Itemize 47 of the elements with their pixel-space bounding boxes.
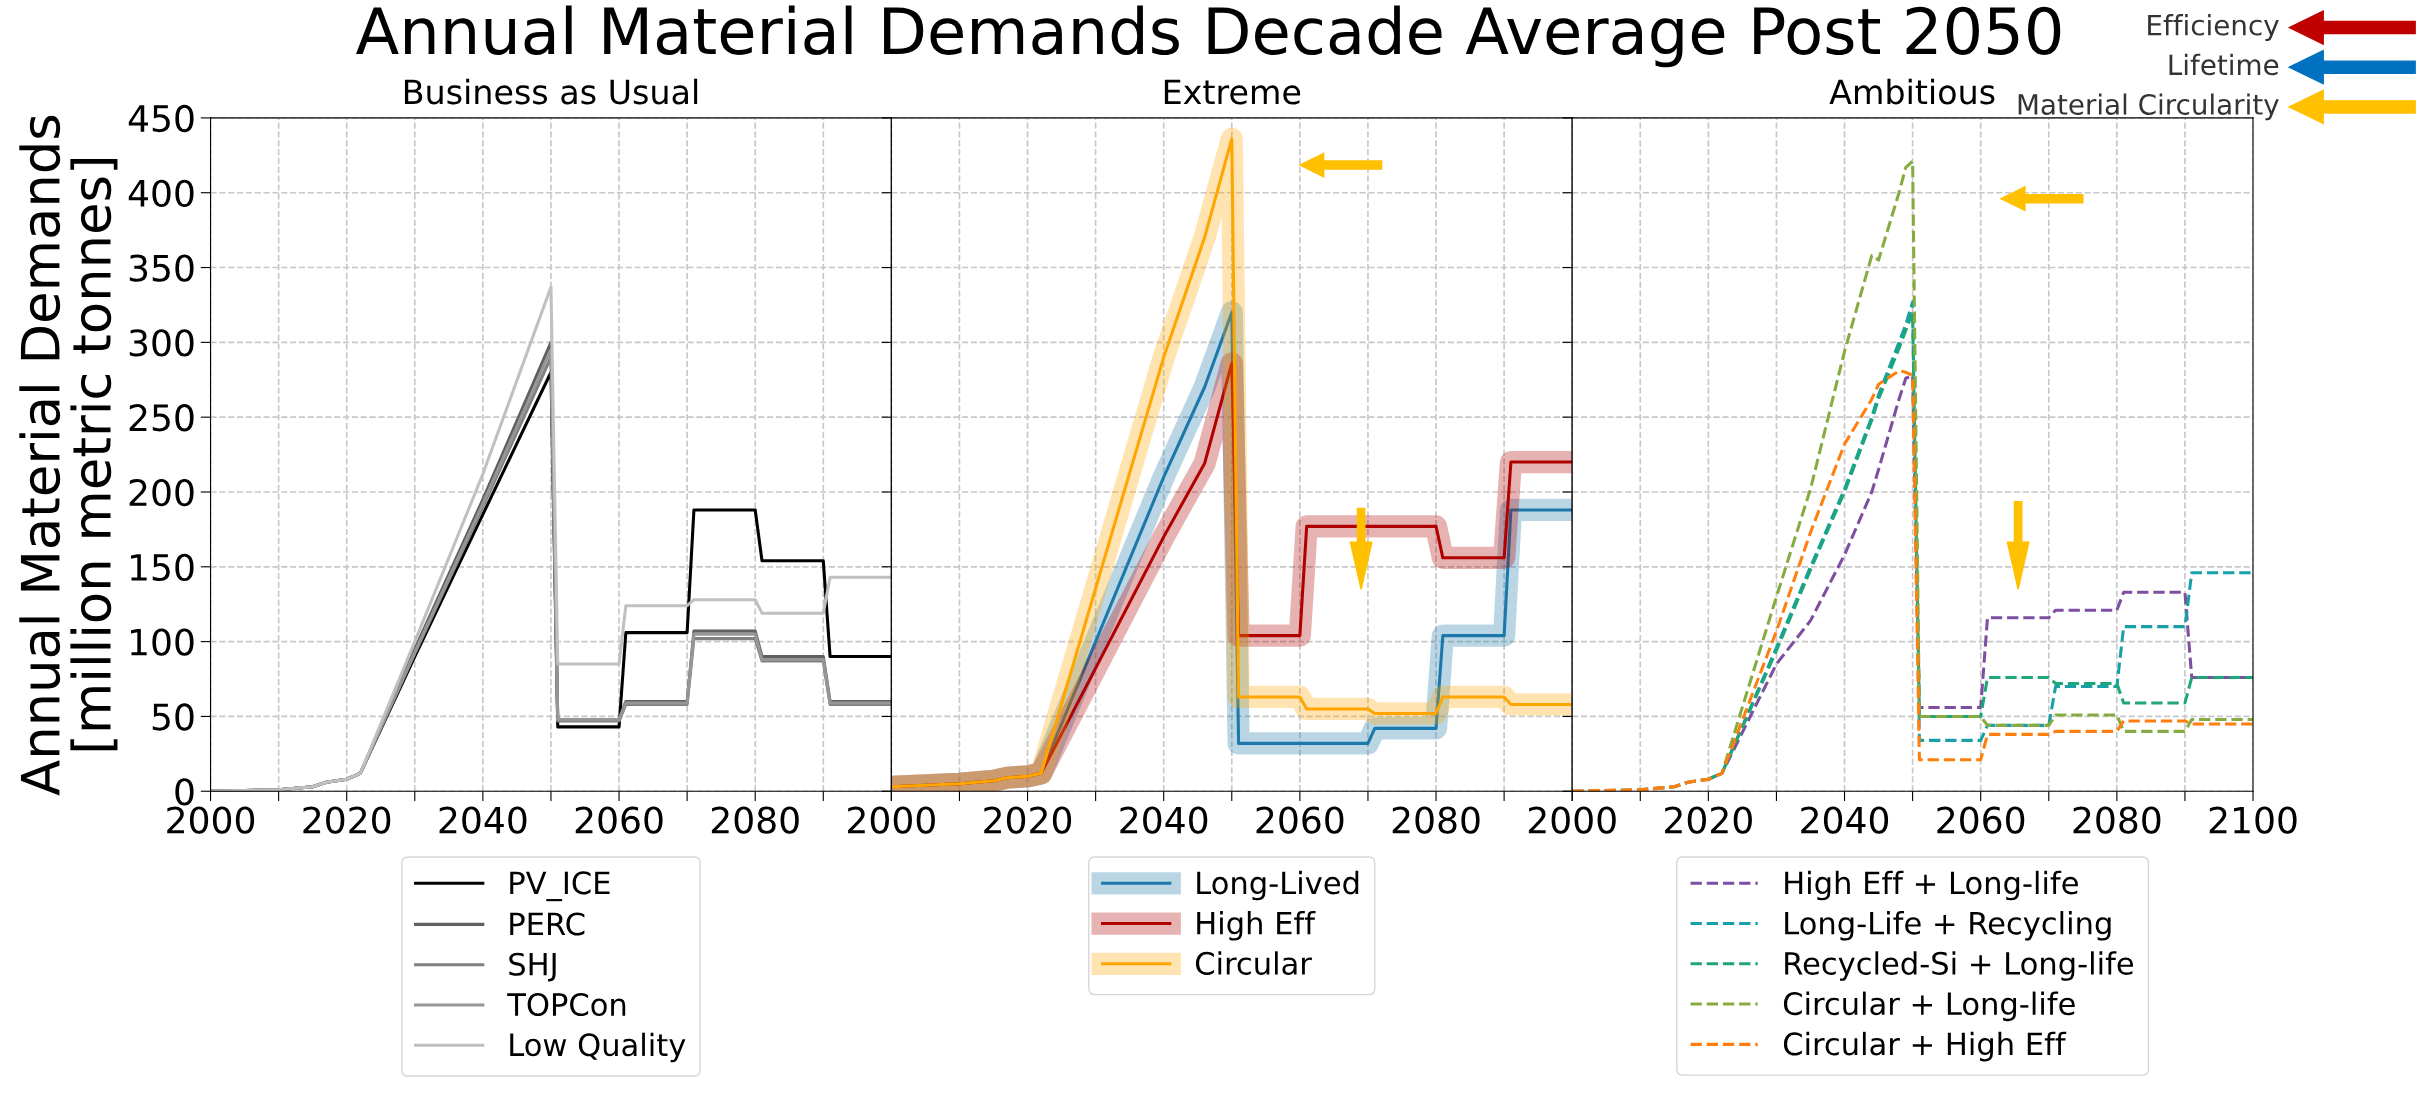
x-tick-label: 2020	[303, 806, 391, 834]
x-tick-label: 2080	[2073, 806, 2161, 834]
legend-label: High Eff + Long-life	[1785, 870, 2078, 901]
y-tick-label: 200	[129, 478, 194, 507]
x-tick-label: 2100	[2209, 806, 2297, 834]
x-tick-label: 2000	[167, 806, 255, 834]
legend-label: PERC	[510, 912, 585, 936]
legend-label: Circular	[1195, 951, 1312, 975]
y-tick-label: 100	[131, 628, 194, 656]
x-tick-label: 2000	[848, 806, 935, 834]
legend-label: High Eff	[1197, 911, 1316, 941]
x-tick-label: 2020	[1665, 806, 1752, 834]
text: Annual Material Demands Decade Average Post 2050	[356, 5, 2061, 68]
text: Efficiency	[2148, 14, 2279, 41]
text: Lifetime	[2169, 53, 2279, 76]
y-tick-label: 0	[175, 778, 194, 806]
x-tick-label: 2040	[1801, 806, 1889, 834]
y-tick-label: 300	[129, 329, 194, 357]
legend-label: Recycled-Si + Long-life	[1785, 951, 2134, 981]
legend-label: TOPCon	[507, 992, 626, 1017]
legend-label: Long-Lived	[1197, 870, 1359, 901]
x-tick-label: 2060	[1256, 806, 1344, 834]
x-tick-label: 2060	[575, 806, 663, 834]
legend-label: Long-Life + Recycling	[1785, 911, 2111, 941]
y-tick-label: 400	[128, 179, 194, 207]
legend-label: Low Quality	[510, 1032, 686, 1063]
legend-label: SHJ	[509, 952, 556, 982]
annotation: Material Circularity	[2018, 93, 2279, 121]
y-tick-label: 450	[128, 104, 194, 133]
legend-label: PV_ICE	[510, 871, 610, 902]
x-tick-label: 2040	[439, 806, 527, 834]
chart-subtitle: Extreme	[1164, 79, 1301, 105]
legend-label: Circular + Long-life	[1783, 991, 2075, 1022]
x-tick-label: 2080	[711, 806, 799, 834]
x-tick-label: 2000	[1528, 806, 1616, 834]
y-tick-label: 150	[131, 553, 194, 582]
x-tick-label: 2060	[1937, 806, 2025, 834]
chart-subtitle: Ambitious	[1829, 78, 1995, 105]
y-tick-label: 50	[152, 703, 194, 731]
x-tick-label: 2040	[1120, 806, 1208, 834]
x-tick-label: 2080	[1392, 806, 1480, 834]
chart-subtitle: Business as Usual	[404, 78, 698, 105]
y-tick-label: 350	[129, 254, 194, 282]
legend-label: Circular + High Eff	[1783, 1031, 2067, 1062]
y-tick-label: 250	[129, 404, 194, 432]
x-tick-label: 2020	[984, 806, 1072, 834]
y-axis-title: Annual Material Demands [million metric tonnes]	[19, 115, 118, 796]
